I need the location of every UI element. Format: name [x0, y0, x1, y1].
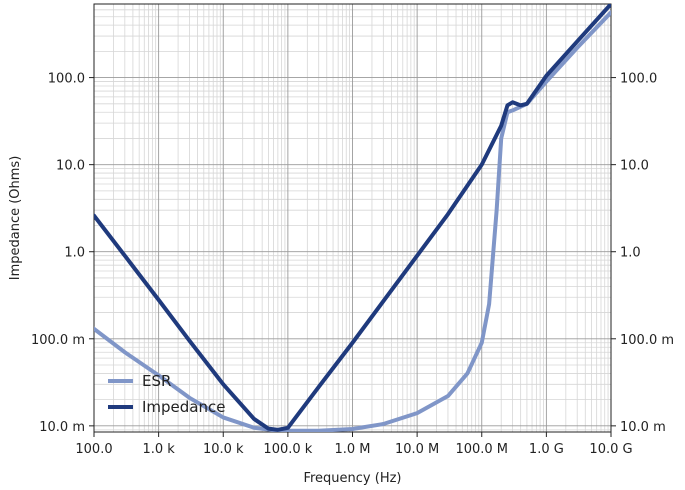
series-line-impedance [94, 4, 611, 432]
x-tick-label: 100.0 [75, 442, 112, 457]
x-axis-title: Frequency (Hz) [303, 471, 401, 486]
y-tick-label-right: 1.0 [620, 246, 641, 261]
y-tick-label-right: 100.0 [620, 72, 657, 87]
x-tick-label: 1.0 G [529, 442, 564, 457]
y-tick-label-right: 10.0 m [620, 420, 666, 435]
x-tick-label: 1.0 k [142, 442, 175, 457]
y-axis-title: Impedance (Ohms) [8, 156, 23, 281]
x-tick-label: 100.0 M [455, 442, 508, 457]
x-tick-label: 10.0 k [203, 442, 244, 457]
legend-label-impedance: Impedance [142, 398, 225, 416]
y-tick-label-left: 100.0 [48, 72, 85, 87]
series-layer [94, 4, 611, 432]
x-tick-label: 10.0 G [589, 442, 632, 457]
y-tick-label-right: 10.0 [620, 159, 649, 174]
series-line-esr [94, 10, 611, 432]
y-tick-label-left: 100.0 m [31, 333, 85, 348]
x-tick-label: 10.0 M [395, 442, 439, 457]
legend-label-esr: ESR [142, 372, 171, 390]
y-tick-label-left: 10.0 m [39, 420, 85, 435]
y-tick-label-right: 100.0 m [620, 333, 674, 348]
legend: ESR Impedance [108, 372, 225, 416]
x-tick-label: 1.0 M [334, 442, 370, 457]
major-gridlines [93, 4, 612, 432]
y-tick-label-left: 10.0 [56, 159, 85, 174]
y-tick-label-left: 1.0 [64, 246, 85, 261]
x-tick-label: 100.0 k [263, 442, 312, 457]
y-axis-ticks: 10.0 m 10.0 m 100.0 m 100.0 m 1.0 1.0 10.0 10.0… [31, 72, 674, 435]
x-axis-ticks: 100.0 1.0 k 10.0 k 100.0 k 1.0 M 10.0 M 100.0 … [75, 432, 633, 457]
